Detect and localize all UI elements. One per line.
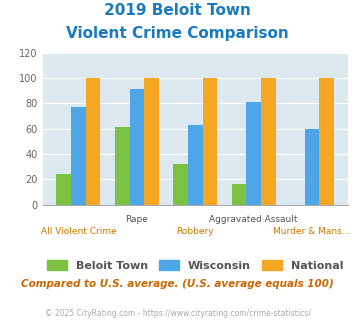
Bar	[261, 78, 275, 205]
Bar	[56, 174, 71, 205]
Text: Murder & Mans...: Murder & Mans...	[273, 227, 351, 236]
Text: Compared to U.S. average. (U.S. average equals 100): Compared to U.S. average. (U.S. average …	[21, 279, 334, 289]
Text: All Violent Crime: All Violent Crime	[40, 227, 116, 236]
Bar	[188, 125, 203, 205]
Bar	[86, 78, 100, 205]
Text: © 2025 CityRating.com - https://www.cityrating.com/crime-statistics/: © 2025 CityRating.com - https://www.city…	[45, 309, 310, 317]
Bar	[203, 78, 217, 205]
Bar	[173, 164, 188, 205]
Bar	[115, 127, 130, 205]
Bar	[130, 89, 144, 205]
Bar	[232, 184, 246, 205]
Bar	[71, 107, 86, 205]
Text: 2019 Beloit Town: 2019 Beloit Town	[104, 3, 251, 18]
Bar	[305, 129, 320, 205]
Text: Violent Crime Comparison: Violent Crime Comparison	[66, 26, 289, 41]
Text: Rape: Rape	[125, 215, 148, 224]
Bar	[144, 78, 159, 205]
Bar	[320, 78, 334, 205]
Bar	[246, 102, 261, 205]
Text: Robbery: Robbery	[176, 227, 214, 236]
Legend: Beloit Town, Wisconsin, National: Beloit Town, Wisconsin, National	[43, 256, 348, 275]
Text: Aggravated Assault: Aggravated Assault	[209, 215, 298, 224]
